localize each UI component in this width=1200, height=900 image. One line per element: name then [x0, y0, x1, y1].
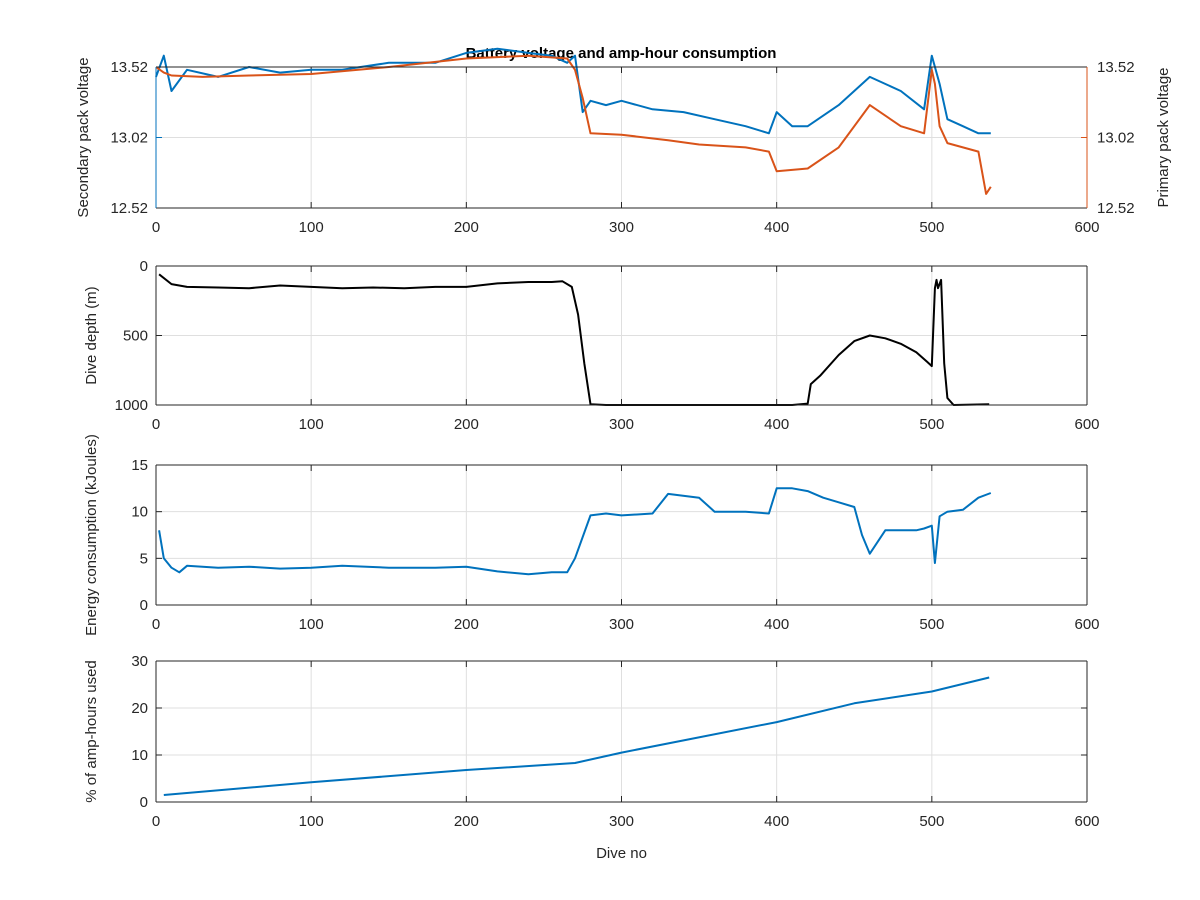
- y-tick-label: 30: [131, 653, 148, 670]
- x-tick-label: 0: [152, 219, 160, 236]
- x-tick-label: 200: [454, 219, 479, 236]
- x-tick-label: 100: [299, 416, 324, 433]
- y-tick-label: 0: [140, 258, 148, 275]
- panel-3: 0 100 200 300 400 500 600 0 5 10 15 Energy consumpt…: [83, 434, 1100, 636]
- y-axis-label: Secondary pack voltage: [75, 57, 92, 217]
- x-tick-label: 300: [609, 813, 634, 830]
- y-tick-label: 0: [140, 597, 148, 614]
- y-tick-label-right: 12.52: [1097, 200, 1135, 217]
- x-tick-label: 500: [919, 219, 944, 236]
- x-tick-label: 400: [764, 813, 789, 830]
- y-tick-label: 1000: [115, 397, 148, 414]
- x-tick-label: 300: [609, 219, 634, 236]
- x-tick-label: 600: [1074, 616, 1099, 633]
- panels: 0 100 200 300 400 500 60012.5213.0213.5212.521…: [75, 47, 1172, 862]
- y-axis-label: Dive depth (m): [83, 286, 100, 384]
- x-tick-label: 0: [152, 416, 160, 433]
- y-tick-label: 10: [131, 504, 148, 521]
- x-tick-label: 600: [1074, 813, 1099, 830]
- panel-2: 0 100 200 300 400 500 600 0 500 1000 Dive depth (m…: [83, 258, 1100, 433]
- y-axis-label-right: Primary pack voltage: [1155, 67, 1172, 207]
- x-tick-label: 100: [299, 219, 324, 236]
- x-tick-label: 600: [1074, 416, 1099, 433]
- y-tick-label: 12.52: [110, 200, 148, 217]
- y-tick-label: 0: [140, 794, 148, 811]
- y-tick-label: 10: [131, 747, 148, 764]
- y-tick-label: 5: [140, 550, 148, 567]
- x-axis-label: Dive no: [596, 845, 647, 862]
- y-tick-label: 13.52: [110, 59, 148, 76]
- x-tick-label: 100: [299, 616, 324, 633]
- y-tick-label-right: 13.52: [1097, 59, 1135, 76]
- x-tick-label: 400: [764, 416, 789, 433]
- x-tick-label: 0: [152, 813, 160, 830]
- x-tick-label: 0: [152, 616, 160, 633]
- panel-1: 0 100 200 300 400 500 600 12.52 13.02 13.52 12.52 1…: [75, 47, 1172, 236]
- series-line-2: [155, 54, 992, 195]
- x-tick-label: 200: [454, 813, 479, 830]
- series-line-1: [163, 676, 990, 796]
- x-tick-label: 300: [609, 416, 634, 433]
- x-tick-label: 300: [609, 616, 634, 633]
- x-tick-label: 500: [919, 616, 944, 633]
- figure-title: Battery voltage and amp-hour consumption: [466, 45, 777, 62]
- x-tick-label: 500: [919, 813, 944, 830]
- x-tick-label: 600: [1074, 219, 1099, 236]
- series-line-1: [158, 487, 992, 576]
- y-axis-label: % of amp-hours used: [83, 660, 100, 803]
- y-tick-label: 15: [131, 457, 148, 474]
- y-tick-label-right: 13.02: [1097, 130, 1135, 147]
- x-tick-label: 200: [454, 616, 479, 633]
- y-tick-label: 20: [131, 700, 148, 717]
- x-tick-label: 400: [764, 616, 789, 633]
- x-tick-label: 200: [454, 416, 479, 433]
- y-axis-label: Energy consumption (kJoules): [83, 434, 100, 636]
- x-tick-label: 100: [299, 813, 324, 830]
- series-line-1: [155, 47, 991, 135]
- y-tick-label: 500: [123, 328, 148, 345]
- x-tick-label: 500: [919, 416, 944, 433]
- y-tick-label: 13.02: [110, 130, 148, 147]
- x-tick-label: 400: [764, 219, 789, 236]
- panel-4: 0 100 200 300 400 500 600 0 10 20 30 % of amp-hours…: [83, 653, 1100, 862]
